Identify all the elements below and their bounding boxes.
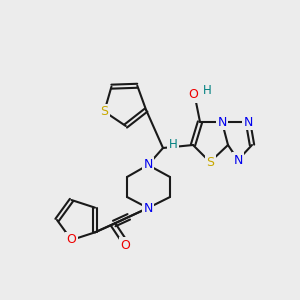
- Text: O: O: [120, 239, 130, 252]
- Text: O: O: [188, 88, 198, 101]
- Text: N: N: [243, 116, 253, 128]
- Text: O: O: [67, 233, 76, 247]
- Text: N: N: [217, 116, 227, 128]
- Text: H: H: [169, 139, 177, 152]
- Text: S: S: [100, 105, 108, 118]
- Text: H: H: [202, 83, 211, 97]
- Text: S: S: [206, 155, 214, 169]
- Text: N: N: [143, 202, 153, 214]
- Text: N: N: [143, 158, 153, 172]
- Text: N: N: [233, 154, 243, 166]
